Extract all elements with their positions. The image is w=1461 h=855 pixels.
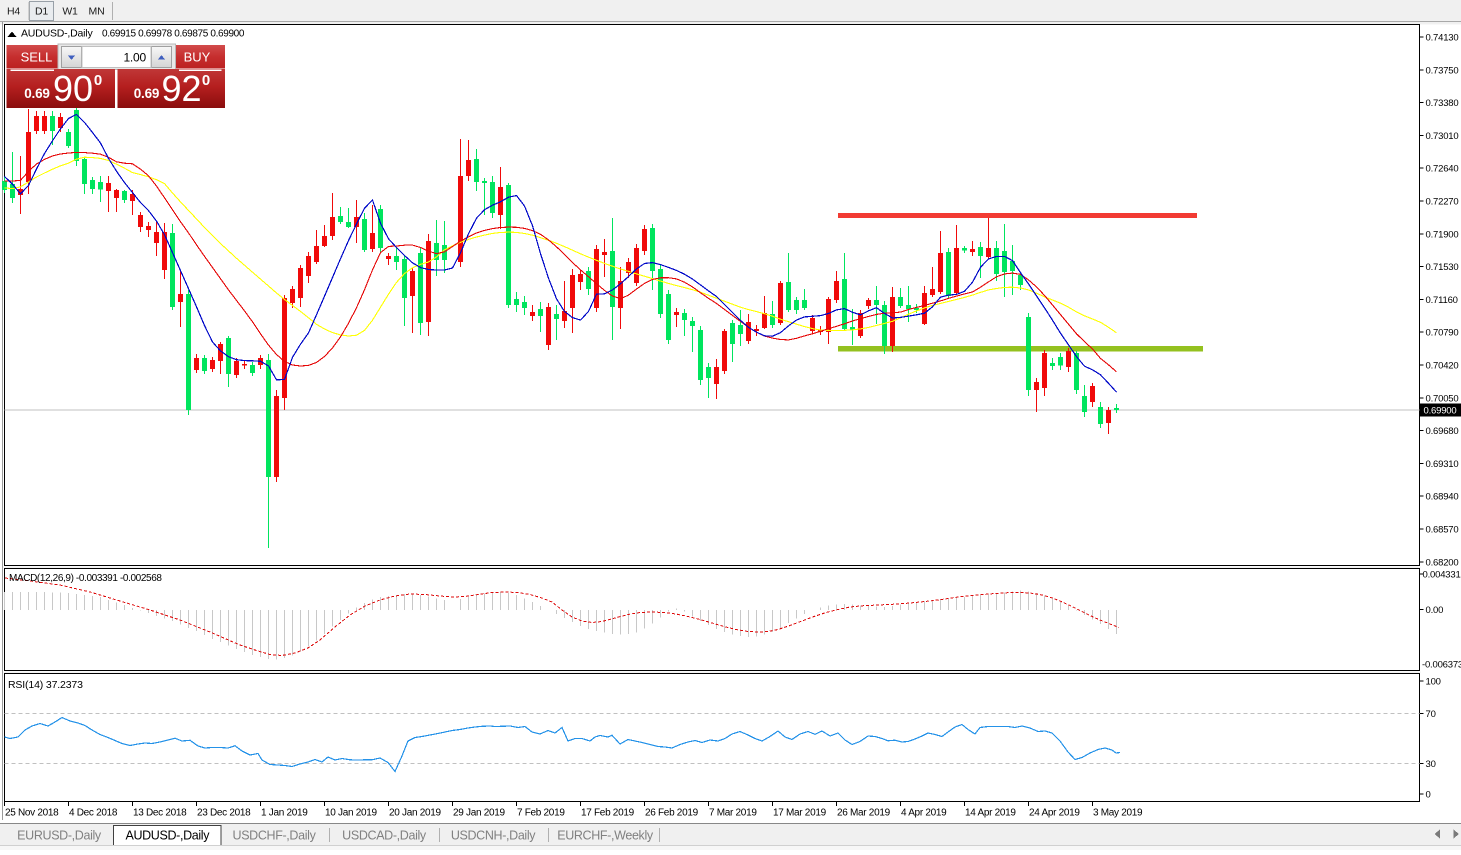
svg-text:MN: MN: [89, 6, 105, 18]
svg-text:29 Jan 2019: 29 Jan 2019: [453, 808, 505, 819]
svg-text:13 Dec 2018: 13 Dec 2018: [133, 808, 187, 819]
svg-text:EURUSD-,Daily: EURUSD-,Daily: [17, 829, 102, 843]
svg-text:AUDUSD-,Daily: AUDUSD-,Daily: [125, 829, 210, 843]
svg-text:0.70420: 0.70420: [1426, 361, 1459, 372]
svg-text:26 Feb 2019: 26 Feb 2019: [645, 808, 699, 819]
svg-text:1.00: 1.00: [123, 51, 146, 65]
svg-text:17 Feb 2019: 17 Feb 2019: [581, 808, 635, 819]
svg-text:0.71160: 0.71160: [1426, 295, 1458, 306]
svg-text:BUY: BUY: [184, 50, 211, 65]
svg-text:14 Apr 2019: 14 Apr 2019: [965, 808, 1016, 819]
svg-text:0.72270: 0.72270: [1426, 197, 1459, 208]
svg-text:USDCAD-,Daily: USDCAD-,Daily: [342, 829, 427, 843]
svg-text:D1: D1: [35, 6, 48, 18]
svg-text:0.71530: 0.71530: [1426, 262, 1459, 273]
svg-text:0.73750: 0.73750: [1426, 65, 1459, 76]
svg-text:3 May 2019: 3 May 2019: [1093, 808, 1143, 819]
svg-text:0.00: 0.00: [1426, 605, 1444, 616]
svg-text:0.71900: 0.71900: [1426, 229, 1459, 240]
svg-text:4 Dec 2018: 4 Dec 2018: [69, 808, 118, 819]
svg-text:H4: H4: [7, 6, 20, 18]
svg-text:0: 0: [1426, 790, 1431, 801]
svg-text:0.70790: 0.70790: [1426, 328, 1459, 339]
svg-text:RSI(14) 37.2373: RSI(14) 37.2373: [8, 679, 83, 691]
svg-text:-0.006373: -0.006373: [1422, 659, 1461, 670]
svg-text:0.69900: 0.69900: [1424, 406, 1457, 417]
svg-text:0.69915 0.69978 0.69875 0.6990: 0.69915 0.69978 0.69875 0.69900: [102, 29, 245, 40]
svg-text:0: 0: [94, 72, 102, 89]
svg-text:0.73010: 0.73010: [1426, 131, 1459, 142]
svg-text:SELL: SELL: [21, 50, 53, 65]
svg-text:USDCHF-,Daily: USDCHF-,Daily: [233, 829, 317, 843]
svg-text:4 Apr 2019: 4 Apr 2019: [901, 808, 947, 819]
svg-text:0: 0: [202, 72, 210, 89]
svg-text:0.68200: 0.68200: [1426, 557, 1459, 568]
svg-text:0.70050: 0.70050: [1426, 393, 1459, 404]
svg-text:70: 70: [1426, 709, 1436, 720]
svg-text:0.68570: 0.68570: [1426, 525, 1459, 536]
svg-text:1 Jan 2019: 1 Jan 2019: [261, 808, 308, 819]
svg-text:26 Mar 2019: 26 Mar 2019: [837, 808, 891, 819]
svg-text:0.004331: 0.004331: [1423, 570, 1461, 581]
svg-text:0.74130: 0.74130: [1426, 33, 1459, 44]
svg-text:0.68940: 0.68940: [1426, 492, 1459, 503]
svg-text:7 Feb 2019: 7 Feb 2019: [517, 808, 565, 819]
svg-text:AUDUSD-,Daily: AUDUSD-,Daily: [21, 28, 93, 40]
svg-text:25 Nov 2018: 25 Nov 2018: [5, 808, 59, 819]
svg-text:0.69680: 0.69680: [1426, 426, 1459, 437]
svg-text:7 Mar 2019: 7 Mar 2019: [709, 808, 757, 819]
svg-text:23 Dec 2018: 23 Dec 2018: [197, 808, 251, 819]
svg-text:MACD(12,26,9) -0.003391 -0.002: MACD(12,26,9) -0.003391 -0.002568: [9, 573, 162, 584]
svg-text:0.69310: 0.69310: [1426, 459, 1459, 470]
svg-text:0.72640: 0.72640: [1426, 164, 1459, 175]
svg-text:0.73380: 0.73380: [1426, 98, 1459, 109]
svg-text:0.69: 0.69: [134, 86, 159, 101]
svg-text:24 Apr 2019: 24 Apr 2019: [1029, 808, 1080, 819]
svg-text:0.69: 0.69: [24, 86, 49, 101]
svg-text:90: 90: [53, 68, 93, 109]
svg-text:30: 30: [1426, 759, 1436, 770]
svg-text:17 Mar 2019: 17 Mar 2019: [773, 808, 827, 819]
svg-text:100: 100: [1426, 677, 1441, 688]
svg-text:EURCHF-,Weekly: EURCHF-,Weekly: [557, 829, 654, 843]
svg-text:20 Jan 2019: 20 Jan 2019: [389, 808, 441, 819]
svg-text:W1: W1: [62, 6, 78, 18]
svg-text:92: 92: [161, 68, 201, 109]
svg-text:USDCNH-,Daily: USDCNH-,Daily: [451, 829, 536, 843]
svg-text:10 Jan 2019: 10 Jan 2019: [325, 808, 377, 819]
